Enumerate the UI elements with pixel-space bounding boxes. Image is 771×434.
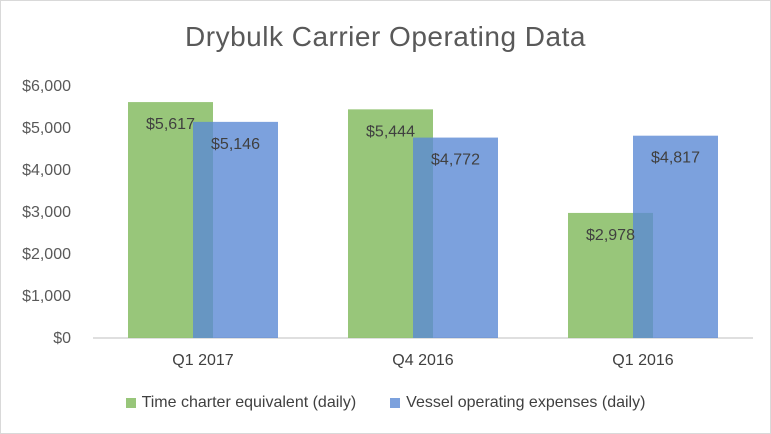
legend: Time charter equivalent (daily) Vessel o… xyxy=(1,394,770,412)
bar-opex xyxy=(633,135,718,338)
legend-swatch-opex xyxy=(390,398,401,408)
x-tick-label: Q1 2016 xyxy=(612,352,673,369)
data-label: $2,978 xyxy=(586,227,635,244)
y-tick-label: $3,000 xyxy=(22,204,71,221)
y-tick-label: $2,000 xyxy=(22,246,71,263)
data-label: $4,817 xyxy=(651,150,700,167)
x-tick-label: Q4 2016 xyxy=(392,352,453,369)
data-label: $5,444 xyxy=(366,123,415,140)
y-tick-label: $0 xyxy=(53,330,71,347)
bar-opex xyxy=(413,137,498,338)
y-tick-label: $4,000 xyxy=(22,162,71,179)
legend-item-tce: Time charter equivalent (daily) xyxy=(125,394,357,412)
x-tick-label: Q1 2017 xyxy=(172,352,233,369)
data-label: $5,146 xyxy=(211,136,260,153)
chart-title: Drybulk Carrier Operating Data xyxy=(185,21,586,52)
y-tick-label: $6,000 xyxy=(22,78,71,95)
y-tick-label: $1,000 xyxy=(22,288,71,305)
data-label: $5,617 xyxy=(146,116,195,133)
legend-label-opex: Vessel operating expenses (daily) xyxy=(406,394,646,411)
data-label: $4,772 xyxy=(431,152,480,169)
y-tick-label: $5,000 xyxy=(22,120,71,137)
legend-label-tce: Time charter equivalent (daily) xyxy=(141,394,357,411)
legend-swatch-tce xyxy=(125,398,136,408)
bar-opex xyxy=(193,121,278,338)
legend-item-opex: Vessel operating expenses (daily) xyxy=(390,394,645,412)
